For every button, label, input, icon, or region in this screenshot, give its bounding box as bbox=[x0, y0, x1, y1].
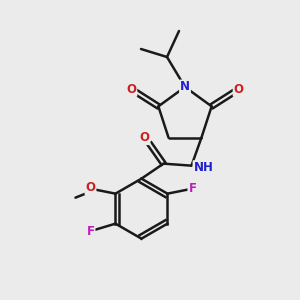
Text: O: O bbox=[85, 181, 95, 194]
Text: NH: NH bbox=[194, 161, 213, 174]
Text: O: O bbox=[126, 83, 136, 96]
Text: F: F bbox=[188, 182, 196, 195]
Text: N: N bbox=[180, 80, 190, 94]
Text: O: O bbox=[234, 83, 244, 96]
Text: O: O bbox=[140, 131, 149, 144]
Text: F: F bbox=[86, 225, 94, 238]
